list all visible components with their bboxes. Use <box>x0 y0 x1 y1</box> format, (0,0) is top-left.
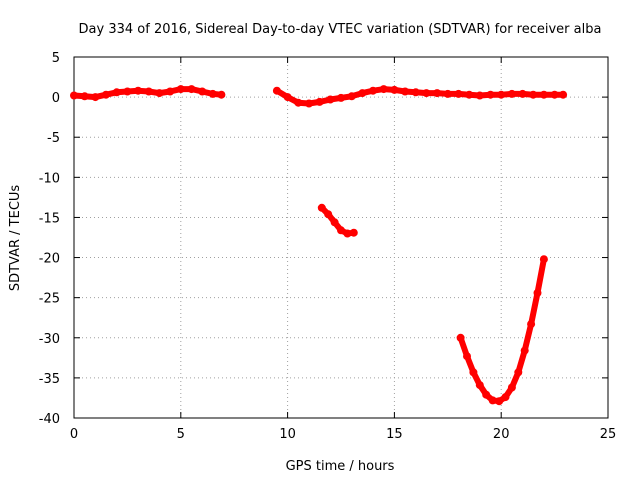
data-point <box>422 89 431 98</box>
data-point <box>337 93 345 102</box>
x-tick-label: 10 <box>279 427 296 442</box>
data-point <box>475 381 484 390</box>
y-tick-label: 0 <box>52 91 60 106</box>
series-line <box>457 256 547 405</box>
data-point <box>486 90 495 99</box>
data-point <box>533 288 542 297</box>
data-point <box>123 87 132 96</box>
data-point <box>475 91 484 100</box>
data-point <box>176 85 185 94</box>
y-tick-label: -40 <box>39 412 60 427</box>
data-point <box>465 90 474 99</box>
data-point <box>379 85 388 94</box>
data-point <box>144 87 153 96</box>
data-point <box>488 396 497 405</box>
series-line <box>273 86 567 107</box>
data-point <box>401 87 410 96</box>
data-point <box>529 90 538 99</box>
grid <box>74 57 608 418</box>
data-point <box>527 320 536 329</box>
data-point <box>358 89 367 98</box>
data-point <box>411 88 420 97</box>
axis-ticks <box>73 56 609 419</box>
x-tick-labels: 0 5 10 15 20 25 <box>70 427 616 442</box>
chart-title: Day 334 of 2016, Sidereal Day-to-day VTE… <box>79 22 602 37</box>
y-tick-label: -35 <box>39 372 60 387</box>
data-point <box>70 91 78 100</box>
data-point <box>294 98 303 107</box>
data-point <box>187 85 196 94</box>
data-point <box>317 203 326 212</box>
data-point <box>91 93 100 102</box>
data-point <box>217 90 226 99</box>
data-point <box>112 88 121 97</box>
data-point <box>507 89 516 98</box>
data-point <box>80 92 89 101</box>
data-point <box>272 86 281 95</box>
y-tick-label: 5 <box>52 51 60 66</box>
data-point <box>539 255 548 264</box>
data-point <box>456 333 465 342</box>
y-tick-label: -15 <box>39 211 60 226</box>
data-point <box>501 393 510 402</box>
data-point <box>326 95 335 104</box>
y-tick-labels: 5 0 -5 -10 -15 -20 -25 -30 -35 -40 <box>39 51 60 427</box>
data-point <box>454 89 463 98</box>
x-axis-label: GPS time / hours <box>286 459 395 474</box>
data-point <box>469 368 478 377</box>
data-point <box>463 352 471 361</box>
data-point <box>134 86 143 95</box>
x-tick-label: 5 <box>177 427 185 442</box>
y-tick-label: -30 <box>39 332 60 347</box>
plot-frame <box>73 56 609 419</box>
series-segment-4 <box>456 255 548 406</box>
data-point <box>337 226 345 235</box>
x-tick-label: 25 <box>600 427 617 442</box>
y-tick-label: -20 <box>39 252 60 267</box>
data-point <box>559 90 568 99</box>
data-point <box>369 86 377 95</box>
data-point <box>497 90 506 99</box>
data-point <box>198 87 207 96</box>
data-point <box>514 368 523 377</box>
data-point <box>283 93 292 102</box>
y-tick-label: -10 <box>39 171 60 186</box>
data-point <box>208 89 217 98</box>
data-point <box>343 229 352 238</box>
data-point <box>330 218 339 227</box>
data-point <box>518 89 527 98</box>
data-point <box>166 87 175 96</box>
data-point <box>155 89 164 98</box>
data-point <box>324 210 333 219</box>
y-tick-label: -25 <box>39 292 60 307</box>
data-point <box>550 90 559 99</box>
data-point <box>349 228 358 237</box>
data-point <box>347 92 356 101</box>
data-point <box>443 89 452 98</box>
data-point <box>315 97 324 106</box>
x-tick-label: 20 <box>493 427 510 442</box>
data-point <box>539 90 548 99</box>
y-tick-label: -5 <box>47 131 60 146</box>
data-point <box>495 397 504 406</box>
data-series <box>70 85 568 406</box>
series-segment-3 <box>317 203 358 238</box>
data-point <box>305 99 313 108</box>
y-axis-label: SDTVAR / TECUs <box>8 185 23 292</box>
data-point <box>482 390 491 399</box>
data-point <box>390 85 399 94</box>
data-point <box>102 90 110 99</box>
x-tick-label: 0 <box>70 427 78 442</box>
data-point <box>520 346 529 355</box>
series-segment-2 <box>272 85 568 108</box>
data-point <box>507 383 516 392</box>
series-segment-1 <box>70 85 226 102</box>
data-point <box>433 89 442 98</box>
x-tick-label: 15 <box>386 427 403 442</box>
